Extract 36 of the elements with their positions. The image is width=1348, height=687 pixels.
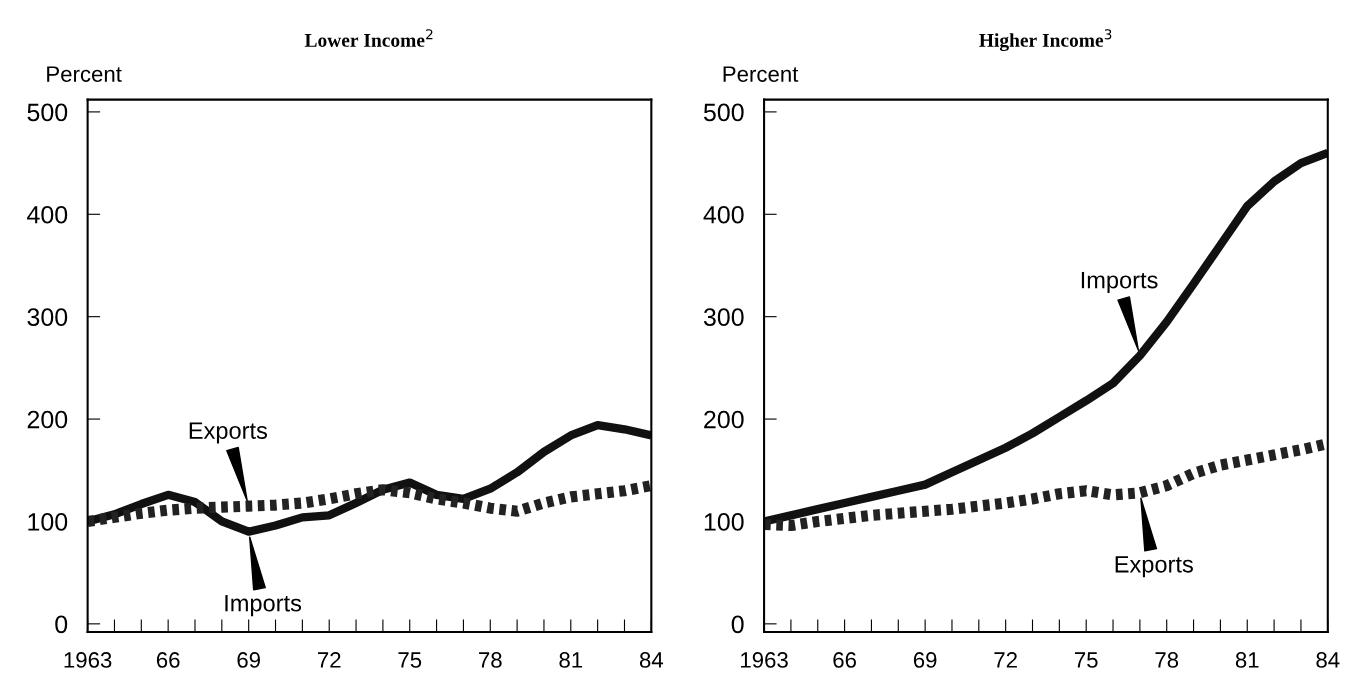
y-tick-label: 300 bbox=[703, 308, 744, 326]
y-tick-label: 100 bbox=[28, 513, 68, 531]
x-tick-label: 75 bbox=[1074, 652, 1098, 668]
y-tick-label: 400 bbox=[27, 205, 68, 224]
x-tick-label: 66 bbox=[156, 652, 180, 668]
chart-title: Higher Income$^{3}$ bbox=[979, 29, 1112, 51]
series-label: Imports bbox=[1081, 271, 1158, 294]
x-tick-label: 66 bbox=[833, 652, 856, 668]
x-tick-label: 78 bbox=[1155, 652, 1179, 668]
x-tick-label: 81 bbox=[559, 652, 583, 668]
y-tick-label: 100 bbox=[704, 513, 744, 531]
x-tick-label: 78 bbox=[479, 652, 502, 668]
x-tick-label: 84 bbox=[1316, 652, 1340, 668]
x-tick-label: 75 bbox=[398, 652, 422, 668]
x-tick-label: 72 bbox=[317, 652, 341, 668]
y-axis-title: Percent bbox=[723, 66, 799, 82]
y-tick-label: 200 bbox=[704, 410, 744, 429]
y-tick-label: 0 bbox=[55, 615, 68, 634]
x-tick-label: 1963 bbox=[741, 652, 788, 668]
x-tick-label: 1963 bbox=[64, 652, 112, 668]
text: Exports bbox=[1115, 556, 1193, 578]
text: Exports bbox=[189, 422, 268, 444]
x-tick-label: 72 bbox=[994, 652, 1017, 668]
y-tick-label: 300 bbox=[27, 308, 68, 326]
y-tick-label: 200 bbox=[27, 410, 68, 429]
x-tick-label: 69 bbox=[237, 652, 260, 668]
x-tick-label: 84 bbox=[639, 652, 664, 668]
y-axis-title: Percent bbox=[47, 66, 122, 82]
y-tick-label: 400 bbox=[703, 205, 744, 224]
chart-title: Lower Income$^{2}$ bbox=[304, 29, 433, 47]
y-tick-label: 0 bbox=[731, 615, 744, 634]
text: Imports bbox=[225, 595, 302, 617]
x-tick-label: 81 bbox=[1235, 652, 1259, 668]
x-tick-label: 69 bbox=[913, 652, 937, 668]
y-tick-label: 500 bbox=[703, 103, 744, 122]
y-tick-label: 500 bbox=[27, 103, 68, 122]
